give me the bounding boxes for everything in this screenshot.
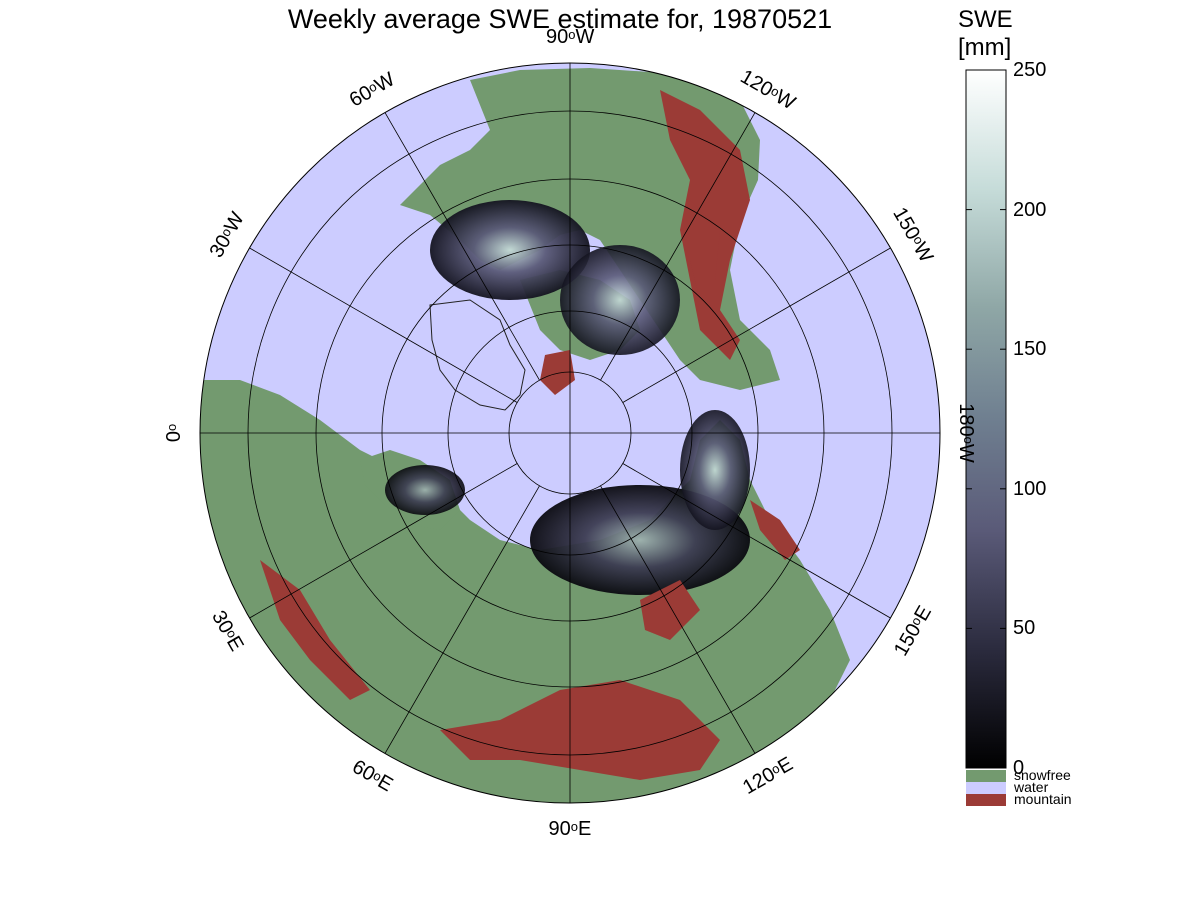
colorbar-title-line1: SWE: [958, 6, 1013, 33]
legend-label-water: water: [1014, 779, 1049, 795]
colorbar-tick-label: 50: [1013, 617, 1036, 640]
legend-swatch-mountain: [966, 794, 1006, 806]
longitude-label: 90oE: [548, 818, 592, 840]
swe-field-east-siberia: [680, 410, 750, 530]
meridian-line: [622, 247, 891, 403]
meridian-line: [600, 112, 756, 381]
legend-swatches: [966, 770, 1006, 806]
swe-field-scandinavia: [385, 465, 465, 515]
colorbar: [965, 69, 1007, 769]
colorbar-tick-label: 100: [1013, 477, 1047, 500]
colorbar-tick-label: 200: [1013, 198, 1047, 221]
figure-title: Weekly average SWE estimate for, 1987052…: [287, 4, 833, 34]
colorbar-ticks: [966, 69, 1006, 769]
meridian-line: [249, 463, 518, 619]
graticule: [200, 63, 940, 803]
meridian-line: [249, 247, 518, 403]
land-layer: [200, 68, 850, 803]
meridian-line: [622, 463, 891, 619]
meridian-line: [384, 485, 540, 754]
colorbar-tick-label: 0: [1013, 757, 1025, 779]
swe-field-north-america: [430, 200, 590, 300]
longitude-label: 90oW: [546, 26, 595, 48]
longitude-label: 0o: [163, 423, 186, 443]
greenland: [429, 299, 526, 411]
legend-label-mountain: mountain: [1014, 791, 1072, 807]
legend-swatch-snowfree: [966, 770, 1006, 782]
colorbar-tick-label: 250: [1013, 59, 1047, 81]
swe-field-hudson: [560, 245, 680, 355]
legend-label-snowfree: snowfree: [1014, 767, 1071, 783]
map-boundary: [199, 62, 941, 804]
colorbar-tick-label: 150: [1013, 338, 1047, 361]
meridian-line: [600, 485, 756, 754]
legend-swatch-water: [966, 782, 1006, 794]
colorbar-title-line2: [mm]: [958, 34, 1012, 61]
mountain-regions: [260, 90, 800, 780]
meridian-line: [384, 112, 540, 381]
longitude-label: 180oW: [954, 403, 977, 463]
